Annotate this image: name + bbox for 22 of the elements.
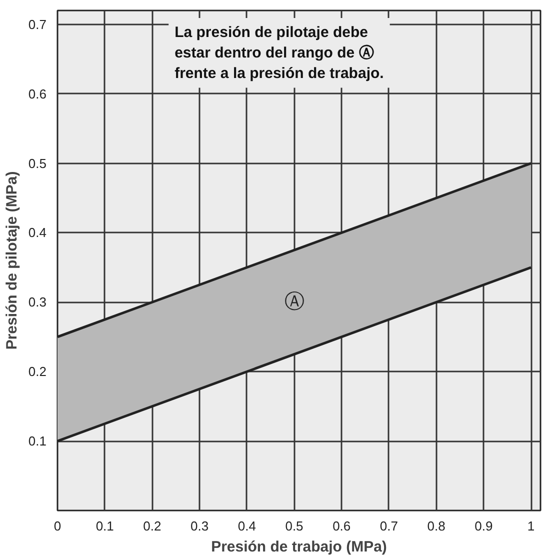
y-tick-label: 0.2	[28, 364, 47, 380]
x-tick-label: 0.5	[285, 518, 304, 534]
x-tick-label: 1	[527, 518, 535, 534]
y-tick-label: 0.3	[28, 294, 47, 310]
x-tick-label: 0.1	[96, 518, 114, 534]
y-tick-label: 0.7	[28, 16, 47, 32]
x-tick-label: 0.7	[380, 518, 398, 534]
y-tick-label: 0.6	[28, 86, 47, 102]
x-tick-label: 0.4	[238, 518, 256, 534]
y-tick-label: 0.5	[28, 156, 47, 171]
y-axis-title: Presión de pilotaje (MPa)	[3, 171, 20, 350]
annotation: La presión de pilotaje debe estar dentro del rango de Ⓐ frente a la presión de trabajo.	[174, 24, 384, 82]
x-axis-title: Presión de trabajo (MPa)	[211, 538, 387, 556]
y-tick-label: 0.1	[28, 434, 47, 449]
x-tick-label: 0.9	[474, 518, 493, 534]
x-tick-label: 0.3	[190, 518, 209, 534]
x-tick-label: 0.6	[332, 518, 351, 534]
x-tick-label: 0.8	[427, 518, 446, 534]
y-tick-label: 0.4	[28, 225, 47, 240]
x-tick-label: 0	[54, 518, 62, 534]
x-tick-label: 0.2	[143, 518, 162, 534]
annotation: Ⓐ	[284, 291, 304, 314]
